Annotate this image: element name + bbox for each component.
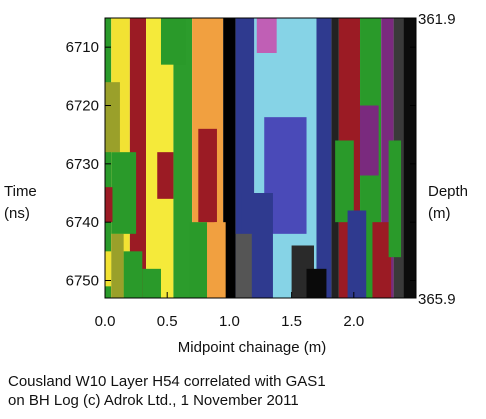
y-title-left-line1: Time (4, 183, 37, 200)
x-tick-label-3: 1.5 (281, 313, 302, 330)
y-tick-label-0: 6710 (66, 39, 99, 56)
band-9 (316, 18, 332, 298)
patch-14 (235, 233, 252, 298)
band-15 (403, 18, 416, 298)
x-tick-label-2: 1.0 (219, 313, 240, 330)
patch-9 (198, 128, 217, 223)
band-4 (173, 18, 193, 298)
figure-caption: Cousland W10 Layer H54 correlated with G… (8, 372, 326, 410)
y-title-right-line1: Depth (428, 183, 468, 200)
patch-4 (105, 251, 112, 287)
patch-11 (214, 222, 226, 298)
patch-19 (347, 210, 367, 298)
correlation-chart: 6710 6720 6730 6740 6750 0.0 0.5 1.0 1.5 2.0 Time… (4, 11, 468, 356)
y-title-right-line2: (m) (428, 205, 451, 222)
plot-frame (104, 17, 417, 299)
patch-16 (306, 268, 327, 298)
x-axis-title: Midpoint chainage (m) (178, 339, 326, 356)
patch-1 (111, 233, 124, 298)
axes: 6710 6720 6730 6740 6750 0.0 0.5 1.0 1.5 2.0 (66, 17, 417, 330)
y-title-left-line2: (ns) (4, 205, 30, 222)
plot-area (105, 18, 416, 298)
band-0 (105, 18, 112, 298)
patch-2 (111, 152, 137, 234)
band-10 (331, 18, 339, 298)
patch-17 (256, 18, 277, 53)
y-tick-label-1: 6720 (66, 98, 99, 115)
patch-21 (372, 222, 392, 298)
caption-line-2: on BH Log (c) Adrok Ltd., 1 November 201… (8, 392, 299, 409)
patch-6 (157, 152, 174, 199)
patch-10 (189, 222, 208, 298)
x-tick-label-0: 0.0 (95, 313, 116, 330)
patch-7 (142, 268, 161, 298)
caption-line-1: Cousland W10 Layer H54 correlated with G… (8, 373, 326, 390)
x-tick-label-1: 0.5 (157, 313, 178, 330)
patch-22 (388, 140, 402, 258)
band-6 (223, 18, 236, 298)
patch-18 (335, 140, 354, 223)
y-tick-label-3: 6740 (66, 214, 99, 231)
depth-top-label: 361.9 (418, 11, 456, 28)
y-tick-label-4: 6750 (66, 273, 99, 290)
y-tick-label-2: 6730 (66, 156, 99, 173)
patch-5 (123, 251, 143, 298)
patch-0 (105, 82, 120, 153)
patch-8 (160, 18, 186, 65)
x-tick-label-4: 2.0 (343, 313, 364, 330)
patch-20 (360, 105, 379, 176)
depth-bottom-label: 365.9 (418, 291, 456, 308)
patch-3 (105, 187, 113, 223)
